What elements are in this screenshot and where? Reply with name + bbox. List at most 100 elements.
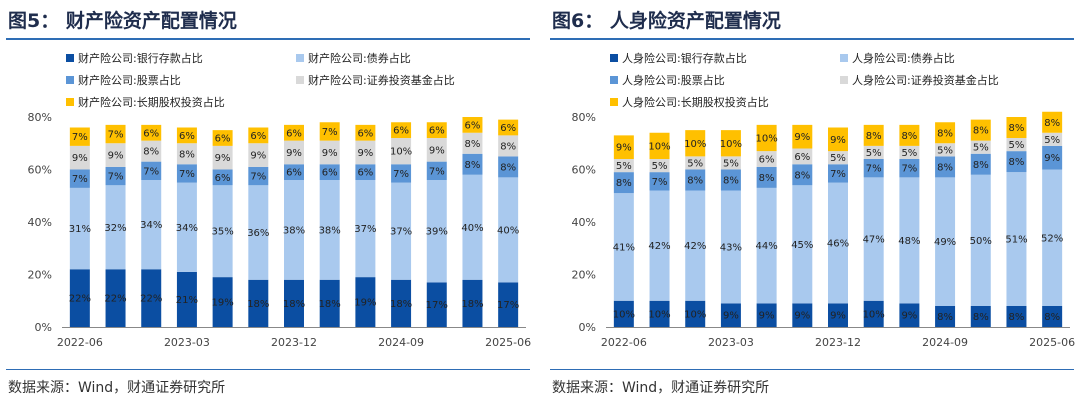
- legend-label: 人身险公司:证券投资基金占比: [852, 74, 999, 87]
- bar-segment: [284, 180, 304, 280]
- legend-item: 人身险公司:证券投资基金占比: [840, 72, 999, 88]
- bar-segment: [649, 172, 670, 191]
- legend-label: 人身险公司:银行存款占比: [622, 52, 747, 65]
- bar-segment: [355, 277, 376, 327]
- legend-label: 财产险公司:长期股权投资占比: [78, 96, 225, 109]
- y-tick-label: 60%: [572, 164, 596, 177]
- bar-segment: [970, 306, 991, 327]
- bar-segment: [1006, 306, 1027, 327]
- bar-segment: [649, 159, 670, 173]
- bar-segment: [212, 145, 233, 170]
- bar-segment: [498, 282, 519, 327]
- data-label: 8%: [973, 126, 989, 137]
- data-label: 5%: [830, 153, 846, 164]
- y-tick-label: 80%: [572, 111, 596, 124]
- source-note: 数据来源：Wind，财通证券研究所: [8, 380, 226, 396]
- data-label: 10%: [720, 139, 742, 150]
- data-label: 45%: [791, 240, 813, 251]
- data-label: 6%: [500, 123, 516, 134]
- bar-segment: [176, 127, 197, 144]
- bar-segment: [391, 279, 412, 327]
- data-label: 47%: [863, 235, 885, 246]
- data-label: 5%: [1009, 140, 1025, 151]
- data-label: 5%: [652, 161, 668, 172]
- legend-item: 财产险公司:股票占比: [66, 72, 181, 88]
- data-label: 8%: [1009, 312, 1025, 323]
- data-label: 46%: [827, 239, 849, 250]
- legend-swatch: [296, 76, 304, 84]
- bar-segment: [828, 151, 848, 165]
- bar-segment: [498, 119, 519, 136]
- data-label: 5%: [687, 158, 703, 169]
- data-label: 8%: [1044, 312, 1060, 323]
- y-tick-label: 20%: [572, 269, 596, 282]
- data-label: 48%: [898, 236, 920, 247]
- bar-segment: [69, 269, 90, 327]
- bar-segment: [756, 303, 777, 327]
- bar-segment: [720, 156, 741, 170]
- bar-segment: [899, 303, 920, 327]
- legend-item: 财产险公司:银行存款占比: [66, 50, 203, 66]
- legend-label: 人身险公司:长期股权投资占比: [622, 96, 769, 109]
- bar-segment: [685, 156, 706, 170]
- data-label: 18%: [247, 299, 269, 310]
- bar-segment: [1042, 145, 1063, 170]
- chart-panel-property: 图5： 财产险资产配置情况 财产险公司:银行存款占比 财产险公司:债券占比 财产险公…: [6, 0, 536, 412]
- legend-item: 财产险公司:长期股权投资占比: [66, 94, 225, 110]
- data-label: 5%: [973, 143, 989, 154]
- bar-segment: [426, 282, 447, 327]
- data-label: 10%: [755, 134, 777, 145]
- bar-segment: [1006, 117, 1027, 138]
- x-tick-label: 2023-03: [164, 336, 210, 349]
- data-label: 8%: [937, 162, 953, 173]
- data-label: 9%: [215, 153, 231, 164]
- data-label: 22%: [69, 294, 91, 305]
- chart-title: 图5： 财产险资产配置情况: [8, 10, 237, 32]
- bar-segment: [685, 130, 706, 157]
- data-label: 36%: [247, 228, 269, 239]
- bar-segment: [391, 182, 412, 280]
- data-label: 18%: [319, 299, 341, 310]
- bar-segment: [391, 122, 412, 138]
- bar-segment: [828, 182, 848, 304]
- bar-segment: [863, 145, 884, 159]
- data-label: 42%: [684, 241, 706, 252]
- y-tick-label: 0%: [579, 321, 596, 334]
- data-label: 9%: [322, 148, 338, 159]
- bar-segment: [426, 138, 447, 162]
- bar-segment: [355, 180, 376, 278]
- bar-segment: [319, 279, 340, 327]
- data-label: 9%: [1044, 153, 1060, 164]
- data-label: 8%: [465, 139, 481, 150]
- bar-segment: [935, 156, 956, 178]
- legend-swatch: [66, 76, 74, 84]
- data-label: 35%: [211, 227, 233, 238]
- data-label: 8%: [1044, 118, 1060, 129]
- data-label: 8%: [616, 178, 632, 189]
- data-label: 9%: [794, 311, 810, 322]
- data-label: 42%: [648, 241, 670, 252]
- bar-segment: [319, 164, 340, 180]
- data-label: 44%: [755, 241, 777, 252]
- stacked-bar-chart: 0% 20% 40% 60% 80% 10% 41% 8% 5% 9% 10% 42% 7% 5% 10% 1…: [572, 111, 1076, 349]
- bar-segment: [426, 180, 447, 283]
- bar-segment: [792, 148, 813, 165]
- data-label: 10%: [684, 309, 706, 320]
- data-label: 38%: [283, 225, 305, 236]
- data-label: 38%: [319, 225, 341, 236]
- data-label: 43%: [720, 242, 742, 253]
- stacked-bar-chart: 0% 20% 40% 60% 80% 22% 31% 7% 9% 7% 22% 32% 7% 9% 7% 22…: [28, 111, 532, 349]
- bar-segment: [863, 300, 884, 327]
- legend-item: 人身险公司:债券占比: [840, 50, 955, 66]
- bar-segment: [1042, 111, 1063, 133]
- data-label: 37%: [390, 227, 412, 238]
- bar-segment: [69, 187, 90, 270]
- data-label: 7%: [429, 166, 445, 177]
- bar-segment: [970, 153, 991, 175]
- data-label: 5%: [1044, 135, 1060, 146]
- data-label: 6%: [357, 128, 373, 139]
- legend-swatch: [610, 54, 618, 62]
- x-tick-label: 2023-12: [815, 336, 861, 349]
- bar-segment: [462, 153, 483, 175]
- data-label: 7%: [108, 130, 124, 141]
